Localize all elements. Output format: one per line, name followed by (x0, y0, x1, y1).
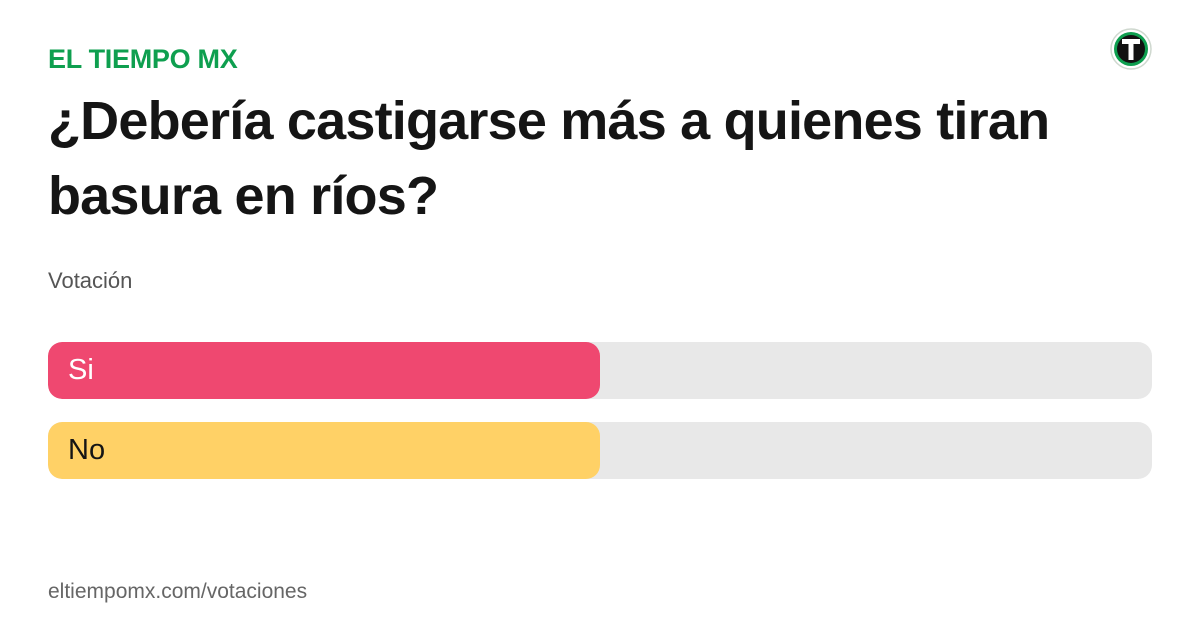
bar (48, 342, 600, 399)
logo[interactable] (1110, 28, 1152, 70)
footer-link[interactable]: eltiempomx.com/votaciones (48, 580, 308, 603)
subtitle: Votación (48, 268, 133, 293)
poll-option[interactable]: Si (48, 342, 1152, 399)
option-label: No (68, 434, 106, 466)
bar (48, 422, 600, 479)
option-label: Si (68, 354, 94, 386)
poll-option[interactable]: No (48, 422, 1152, 479)
brand: EL TIEMPO MX (48, 44, 238, 74)
chart-title: ¿Debería castigarse más a quienes tiran … (48, 91, 1050, 226)
